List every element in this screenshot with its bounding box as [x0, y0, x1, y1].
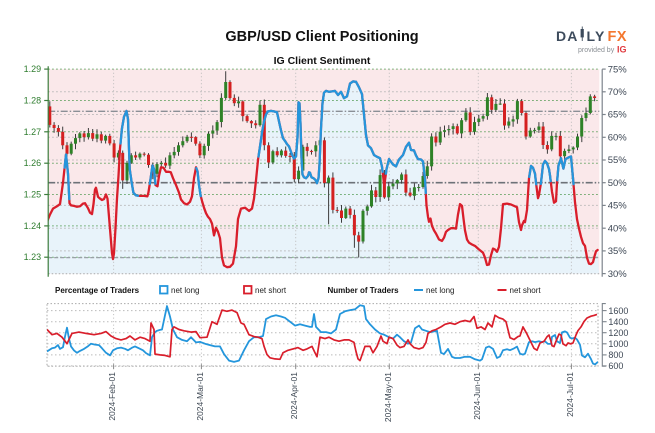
svg-text:50%: 50%	[608, 178, 628, 189]
svg-text:1.26: 1.26	[24, 158, 42, 168]
svg-text:30%: 30%	[608, 269, 628, 280]
svg-text:70%: 70%	[608, 87, 628, 98]
svg-text:1.28: 1.28	[24, 96, 42, 106]
svg-text:2024-Jun-01: 2024-Jun-01	[472, 372, 482, 420]
svg-text:55%: 55%	[608, 155, 628, 166]
svg-text:2024-May-01: 2024-May-01	[383, 372, 393, 422]
svg-text:net short: net short	[510, 286, 542, 295]
svg-text:1.29: 1.29	[24, 64, 42, 74]
svg-text:IG Client Sentiment: IG Client Sentiment	[274, 55, 371, 67]
svg-text:60%: 60%	[608, 133, 628, 144]
svg-text:FX: FX	[608, 29, 628, 45]
svg-text:2024-Apr-01: 2024-Apr-01	[289, 372, 299, 420]
svg-text:DA: DA	[556, 28, 579, 44]
svg-text:40%: 40%	[608, 223, 628, 234]
svg-text:Number of Traders: Number of Traders	[328, 286, 400, 295]
svg-text:1.24: 1.24	[24, 221, 42, 231]
svg-text:800: 800	[608, 350, 623, 360]
svg-text:1.23: 1.23	[24, 252, 42, 262]
svg-text:2024-Jul-01: 2024-Jul-01	[565, 372, 575, 417]
svg-text:2024-Mar-01: 2024-Mar-01	[195, 372, 205, 421]
svg-text:1000: 1000	[608, 339, 628, 349]
svg-text:2024-Feb-01: 2024-Feb-01	[107, 372, 117, 421]
svg-text:75%: 75%	[608, 64, 628, 75]
svg-text:1600: 1600	[608, 306, 628, 316]
svg-text:net long: net long	[171, 286, 199, 295]
svg-text:1.27: 1.27	[24, 127, 42, 137]
svg-text:35%: 35%	[608, 246, 628, 257]
svg-text:65%: 65%	[608, 110, 628, 121]
svg-text:IG: IG	[617, 45, 627, 55]
svg-text:1.25: 1.25	[24, 190, 42, 200]
svg-text:1400: 1400	[608, 317, 628, 327]
svg-text:45%: 45%	[608, 201, 628, 212]
svg-text:net short: net short	[255, 286, 287, 295]
svg-text:Percentage of Traders: Percentage of Traders	[55, 286, 140, 295]
svg-text:provided by: provided by	[578, 47, 615, 54]
svg-text:LY: LY	[587, 28, 606, 44]
svg-text:1200: 1200	[608, 328, 628, 338]
svg-text:net long: net long	[426, 286, 454, 295]
svg-text:GBP/USD Client Positioning: GBP/USD Client Positioning	[225, 29, 418, 45]
svg-text:600: 600	[608, 361, 623, 371]
